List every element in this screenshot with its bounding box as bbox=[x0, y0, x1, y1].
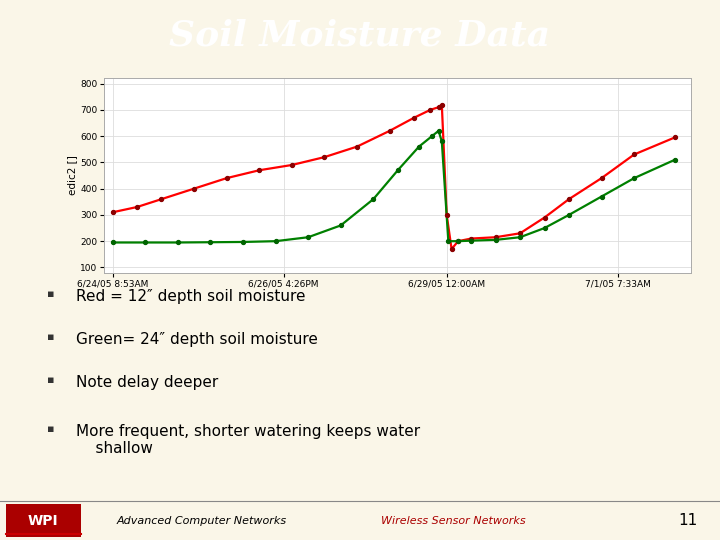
Point bbox=[302, 233, 314, 241]
Point bbox=[446, 245, 457, 253]
Point bbox=[629, 150, 640, 159]
Point bbox=[563, 211, 575, 219]
Point bbox=[669, 133, 680, 141]
Point bbox=[270, 237, 282, 246]
Point bbox=[351, 142, 363, 151]
Point bbox=[452, 237, 464, 246]
Y-axis label: edic2 []: edic2 [] bbox=[68, 156, 78, 195]
Text: Advanced Computer Networks: Advanced Computer Networks bbox=[117, 516, 287, 525]
Point bbox=[514, 233, 526, 241]
Point bbox=[368, 195, 379, 204]
Point bbox=[253, 166, 265, 174]
Text: Green= 24″ depth soil moisture: Green= 24″ depth soil moisture bbox=[76, 332, 318, 347]
Point bbox=[563, 195, 575, 204]
Point bbox=[204, 238, 216, 247]
Point bbox=[384, 126, 395, 135]
Point bbox=[221, 174, 233, 183]
FancyBboxPatch shape bbox=[6, 504, 81, 537]
Point bbox=[443, 237, 454, 246]
Text: Wireless Sensor Networks: Wireless Sensor Networks bbox=[382, 516, 526, 525]
Text: Red = 12″ depth soil moisture: Red = 12″ depth soil moisture bbox=[76, 289, 305, 304]
Point bbox=[408, 113, 420, 122]
Point bbox=[189, 184, 200, 193]
Point bbox=[433, 103, 444, 112]
Point bbox=[107, 208, 118, 217]
Point bbox=[286, 161, 297, 170]
Point bbox=[452, 237, 464, 246]
Point bbox=[514, 229, 526, 238]
Point bbox=[669, 156, 680, 164]
Text: ▪: ▪ bbox=[47, 375, 54, 386]
Text: ▪: ▪ bbox=[47, 332, 54, 342]
Point bbox=[335, 221, 346, 230]
Text: ▪: ▪ bbox=[47, 289, 54, 299]
Point bbox=[539, 213, 550, 222]
Point bbox=[156, 195, 167, 204]
Point bbox=[426, 132, 438, 140]
Point bbox=[490, 235, 501, 244]
Text: WPI: WPI bbox=[28, 514, 58, 528]
Point bbox=[107, 238, 118, 247]
Point bbox=[425, 105, 436, 114]
Point bbox=[465, 234, 477, 243]
Point bbox=[172, 238, 184, 247]
Point bbox=[140, 238, 151, 247]
Text: 11: 11 bbox=[678, 513, 697, 528]
Point bbox=[465, 237, 477, 245]
Point bbox=[436, 137, 448, 146]
Point bbox=[629, 174, 640, 183]
Point bbox=[131, 202, 143, 211]
Text: Soil Moisture Data: Soil Moisture Data bbox=[169, 19, 551, 52]
Point bbox=[595, 174, 607, 183]
Text: Note delay deeper: Note delay deeper bbox=[76, 375, 218, 390]
Point bbox=[319, 153, 330, 161]
Text: ▪: ▪ bbox=[47, 424, 54, 434]
Point bbox=[436, 100, 448, 109]
Point bbox=[413, 142, 425, 151]
Point bbox=[595, 192, 607, 201]
Point bbox=[539, 224, 550, 232]
Text: More frequent, shorter watering keeps water
    shallow: More frequent, shorter watering keeps wa… bbox=[76, 424, 420, 456]
Point bbox=[490, 233, 501, 241]
Point bbox=[433, 126, 444, 135]
Point bbox=[441, 211, 452, 219]
Point bbox=[392, 166, 403, 174]
Point bbox=[237, 238, 248, 246]
